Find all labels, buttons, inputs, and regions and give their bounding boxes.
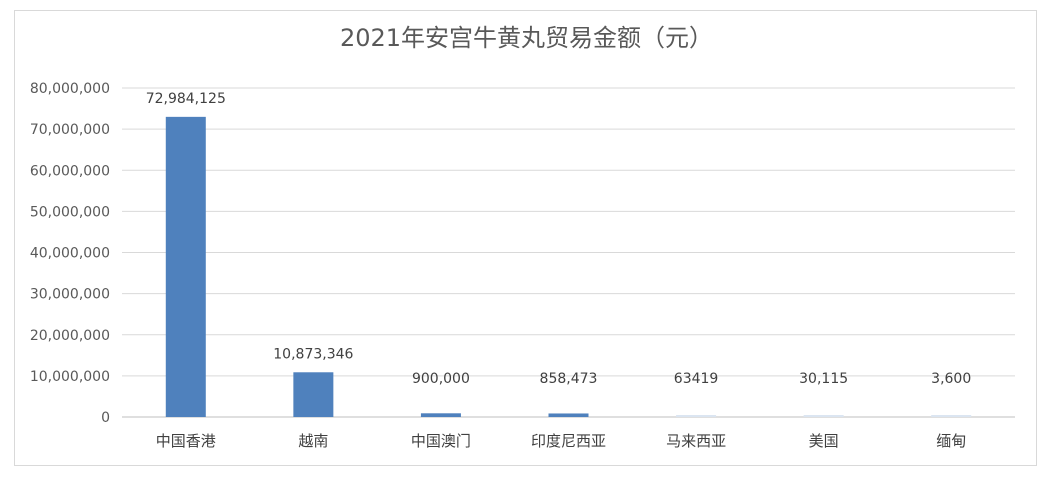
- bar: [676, 415, 717, 417]
- bar: [165, 116, 206, 417]
- data-label: 63419: [674, 371, 719, 387]
- data-label: 72,984,125: [146, 91, 226, 107]
- y-tick-label: 0: [101, 410, 110, 426]
- y-tick-label: 20,000,000: [30, 328, 110, 344]
- chart-title: 2021年安宫牛黄丸贸易金额（元）: [339, 24, 714, 52]
- data-label: 10,873,346: [273, 346, 353, 362]
- x-tick-label: 缅甸: [936, 432, 966, 450]
- y-tick-label: 70,000,000: [30, 122, 110, 138]
- x-tick-label: 马来西亚: [666, 432, 726, 450]
- bar: [548, 413, 589, 417]
- data-label: 30,115: [799, 371, 848, 387]
- y-tick-label: 10,000,000: [30, 369, 110, 385]
- x-tick-label: 越南: [298, 432, 328, 450]
- y-tick-label: 80,000,000: [30, 81, 110, 97]
- y-tick-label: 50,000,000: [30, 204, 110, 220]
- data-label: 3,600: [931, 371, 971, 387]
- data-label: 900,000: [412, 371, 470, 387]
- x-tick-label: 印度尼西亚: [531, 432, 606, 450]
- bar: [420, 413, 461, 417]
- bar: [293, 372, 334, 417]
- bar: [931, 415, 972, 417]
- y-tick-label: 60,000,000: [30, 163, 110, 179]
- x-tick-label: 中国香港: [156, 432, 216, 450]
- x-tick-label: 美国: [809, 432, 839, 450]
- y-tick-label: 40,000,000: [30, 246, 110, 262]
- x-tick-label: 中国澳门: [411, 432, 471, 450]
- bar: [803, 415, 844, 417]
- y-tick-label: 30,000,000: [30, 287, 110, 303]
- data-label: 858,473: [540, 371, 598, 387]
